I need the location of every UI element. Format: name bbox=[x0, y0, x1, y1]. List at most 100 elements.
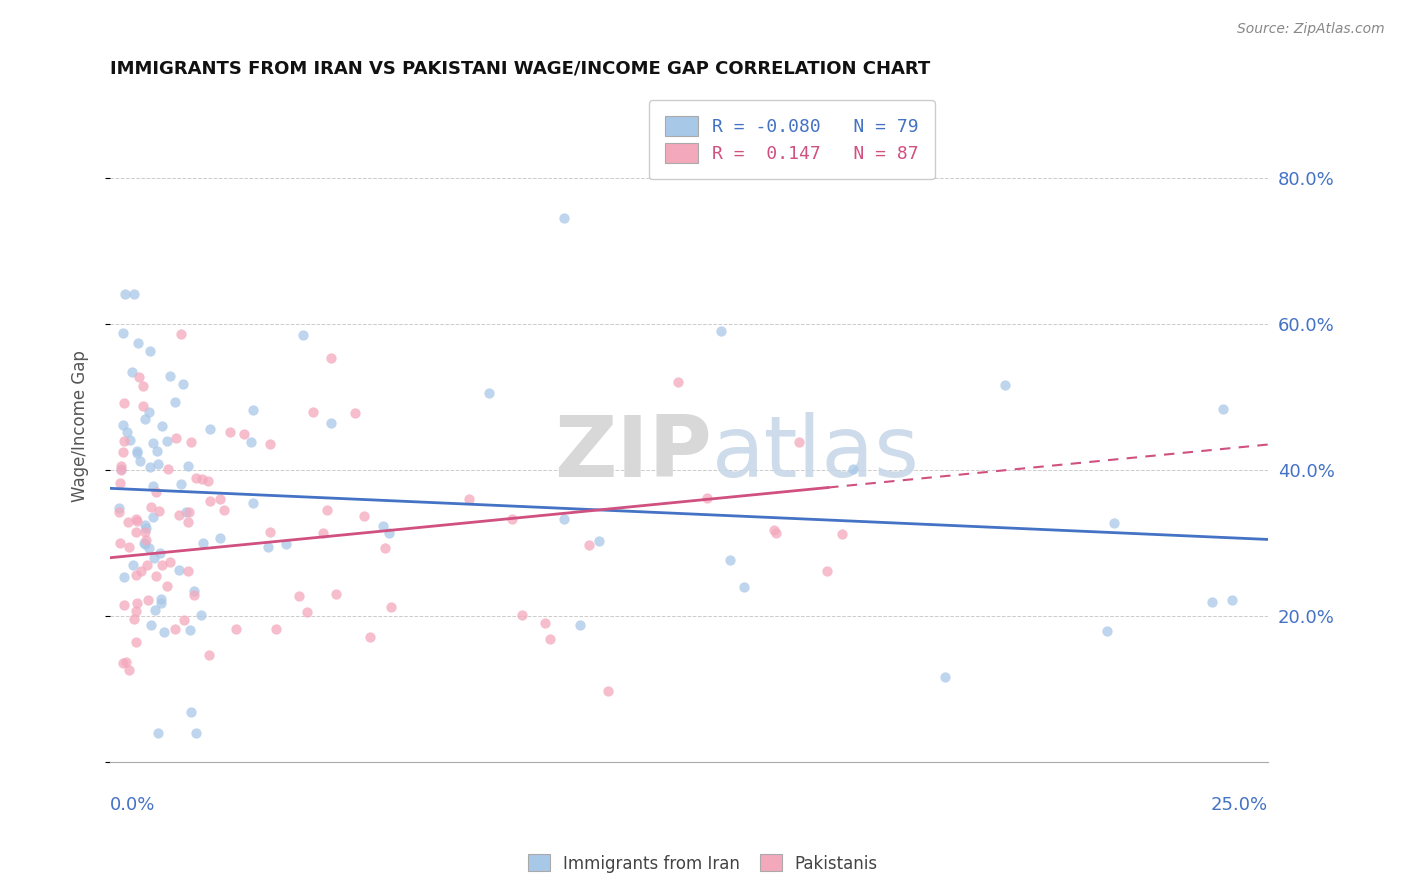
Point bbox=[129, 454, 152, 468]
Point bbox=[457, 491, 479, 506]
Point bbox=[120, 433, 142, 447]
Point bbox=[134, 524, 156, 539]
Point bbox=[134, 518, 156, 533]
Point bbox=[112, 434, 135, 449]
Point bbox=[127, 443, 149, 458]
Point bbox=[218, 425, 240, 439]
Point bbox=[198, 648, 221, 663]
Point bbox=[134, 537, 156, 551]
Point bbox=[132, 535, 155, 549]
Point bbox=[831, 527, 853, 541]
Point bbox=[233, 426, 256, 441]
Point bbox=[274, 536, 297, 550]
Point bbox=[242, 402, 264, 417]
Point bbox=[156, 579, 179, 593]
Point bbox=[121, 364, 143, 378]
Point bbox=[315, 503, 337, 517]
Point bbox=[1201, 595, 1223, 609]
Point bbox=[180, 705, 202, 719]
Point bbox=[240, 435, 263, 450]
Legend: Immigrants from Iran, Pakistanis: Immigrants from Iran, Pakistanis bbox=[522, 847, 884, 880]
Text: Source: ZipAtlas.com: Source: ZipAtlas.com bbox=[1237, 22, 1385, 37]
Point bbox=[718, 553, 741, 567]
Point bbox=[553, 512, 575, 526]
Point bbox=[143, 551, 166, 566]
Point bbox=[377, 526, 399, 541]
Point bbox=[259, 437, 281, 451]
Point bbox=[311, 525, 333, 540]
Point bbox=[264, 622, 287, 636]
Point bbox=[149, 546, 172, 560]
Point bbox=[138, 405, 160, 419]
Point bbox=[108, 505, 131, 519]
Point bbox=[111, 445, 134, 459]
Point bbox=[131, 400, 153, 414]
Point bbox=[353, 508, 375, 523]
Point bbox=[112, 417, 135, 432]
Point bbox=[110, 458, 132, 473]
Point bbox=[149, 596, 172, 610]
Point bbox=[177, 458, 200, 473]
Point bbox=[122, 286, 145, 301]
Point bbox=[167, 563, 190, 577]
Point bbox=[128, 369, 150, 384]
Point bbox=[287, 589, 309, 603]
Point bbox=[118, 663, 141, 677]
Point bbox=[159, 369, 181, 384]
Point bbox=[295, 606, 318, 620]
Point bbox=[183, 583, 205, 598]
Point bbox=[142, 436, 165, 450]
Point bbox=[359, 630, 381, 644]
Point bbox=[146, 457, 169, 471]
Point bbox=[588, 533, 610, 548]
Point bbox=[374, 541, 396, 555]
Y-axis label: Wage/Income Gap: Wage/Income Gap bbox=[72, 351, 89, 502]
Point bbox=[765, 526, 787, 541]
Point bbox=[145, 569, 167, 583]
Point bbox=[186, 471, 208, 485]
Point bbox=[666, 375, 689, 389]
Point bbox=[117, 425, 139, 439]
Point bbox=[148, 503, 170, 517]
Point bbox=[129, 564, 152, 578]
Point bbox=[343, 406, 366, 420]
Point bbox=[538, 632, 561, 646]
Text: ZIP: ZIP bbox=[554, 411, 713, 495]
Point bbox=[172, 376, 194, 391]
Point bbox=[371, 518, 394, 533]
Point bbox=[136, 592, 159, 607]
Point bbox=[179, 505, 201, 519]
Point bbox=[186, 726, 208, 740]
Point bbox=[139, 500, 162, 514]
Point bbox=[1102, 516, 1125, 530]
Point bbox=[763, 523, 786, 537]
Point bbox=[108, 500, 131, 515]
Point bbox=[1222, 592, 1244, 607]
Point bbox=[112, 570, 135, 584]
Point bbox=[149, 591, 172, 606]
Point bbox=[155, 434, 177, 448]
Point bbox=[478, 385, 501, 400]
Point bbox=[114, 655, 136, 669]
Point bbox=[167, 508, 190, 522]
Legend: R = -0.080   N = 79, R =  0.147   N = 87: R = -0.080 N = 79, R = 0.147 N = 87 bbox=[648, 100, 935, 179]
Point bbox=[533, 615, 555, 630]
Point bbox=[157, 462, 180, 476]
Point bbox=[142, 479, 165, 493]
Point bbox=[501, 512, 523, 526]
Point bbox=[321, 416, 343, 430]
Point bbox=[191, 472, 214, 486]
Point bbox=[122, 612, 145, 626]
Point bbox=[150, 558, 173, 572]
Point bbox=[112, 326, 135, 340]
Point bbox=[146, 726, 169, 740]
Point bbox=[198, 494, 221, 508]
Point bbox=[193, 536, 215, 550]
Point bbox=[733, 580, 755, 594]
Point bbox=[125, 446, 148, 460]
Point bbox=[170, 476, 193, 491]
Point bbox=[174, 505, 197, 519]
Point bbox=[934, 670, 956, 684]
Point bbox=[209, 531, 232, 545]
Point bbox=[132, 379, 155, 393]
